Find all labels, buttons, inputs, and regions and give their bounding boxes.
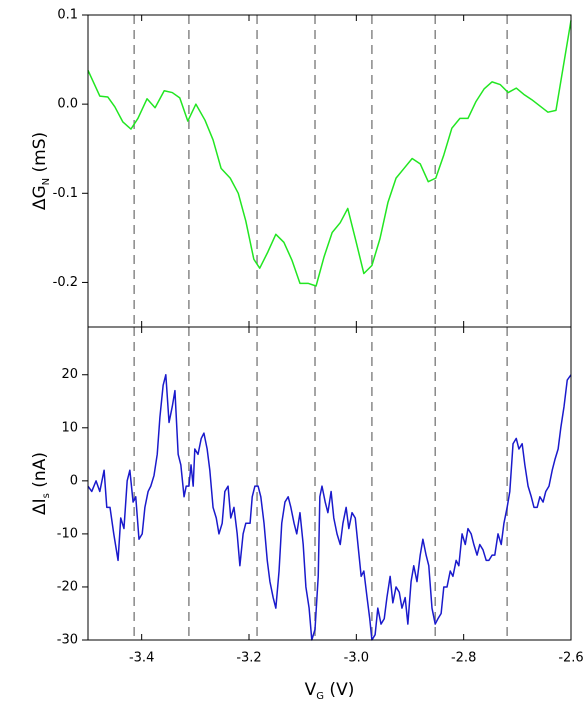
y-axis-label: ΔIs (nA): [30, 452, 52, 515]
x-axis-label-sub: G: [316, 691, 324, 702]
y-axis-label-main: ΔI: [30, 498, 50, 515]
plot-frame: [87, 14, 572, 328]
y-tick-label: -20: [57, 579, 78, 594]
x-axis-label-unit: (V): [324, 680, 354, 700]
x-tick-label: -2.6: [558, 651, 583, 666]
y-axis-label-main: ΔG: [30, 185, 50, 210]
y-axis-label-sub: s: [41, 493, 52, 498]
y-tick-label: -0.2: [53, 275, 78, 290]
y-tick-label: 0.1: [57, 8, 78, 23]
y-axis-label: ΔGN (mS): [30, 132, 52, 210]
x-tick-label: -3.2: [236, 651, 261, 666]
y-tick-label: -0.1: [53, 186, 78, 201]
y-tick-label: 0.0: [57, 97, 78, 112]
y-axis-label-sub: N: [41, 178, 52, 185]
x-axis-label-main: V: [305, 680, 317, 700]
plot-frame: [87, 326, 572, 641]
y-tick-label: 0: [70, 473, 78, 488]
y-tick-label: -30: [57, 633, 78, 648]
x-tick-label: -2.8: [451, 651, 476, 666]
x-tick-label: -3.0: [344, 651, 369, 666]
x-tick-label: -3.4: [129, 651, 154, 666]
y-axis-label-unit: (mS): [30, 132, 50, 178]
y-tick-label: 20: [61, 367, 78, 382]
y-axis-label-unit: (nA): [30, 452, 50, 493]
y-tick-label: -10: [57, 526, 78, 541]
y-tick-label: 10: [61, 420, 78, 435]
x-axis-label: VG (V): [305, 680, 355, 702]
data-line: [87, 374, 572, 641]
data-line: [87, 20, 572, 287]
